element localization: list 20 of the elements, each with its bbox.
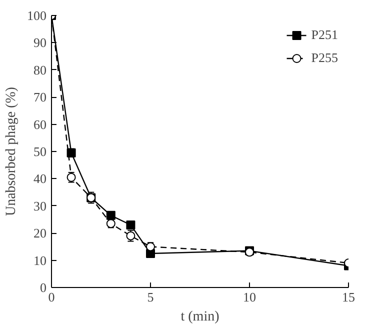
y-tick-label: 90: [34, 35, 46, 50]
y-tick-label: 40: [34, 171, 46, 186]
x-tick-label: 15: [342, 290, 355, 304]
y-tick-label: 0: [40, 280, 46, 295]
legend-label: P251: [311, 27, 338, 43]
y-tick-label: 50: [34, 144, 46, 159]
x-tick-label: 10: [243, 290, 256, 304]
y-tick-label: 20: [34, 226, 46, 241]
y-tick-label: 100: [27, 8, 46, 23]
y-tick-label: 30: [34, 198, 46, 214]
y-tick-label: 10: [34, 252, 46, 268]
y-tick-label: 80: [34, 62, 46, 78]
legend-label: P255: [311, 50, 338, 66]
y-tick-label: 60: [34, 116, 46, 132]
point: [106, 210, 116, 220]
y-axis-title: Unabsorbed phage (%): [4, 86, 19, 216]
x-axis-title: t (min): [180, 310, 220, 324]
point: [146, 242, 155, 252]
x-tick-label: 5: [147, 290, 154, 304]
y-tick-label: 70: [34, 90, 46, 105]
